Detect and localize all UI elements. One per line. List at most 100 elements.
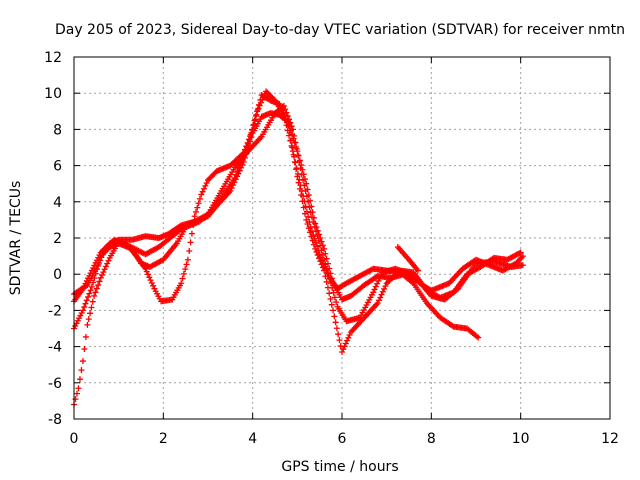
data-point-marker [270, 96, 277, 103]
data-point-marker [105, 257, 112, 264]
data-point-marker [142, 265, 149, 272]
data-point-marker [187, 239, 194, 246]
data-point-marker [333, 325, 340, 332]
data-point-marker [256, 102, 263, 109]
data-point-marker [297, 182, 304, 189]
data-point-marker [288, 142, 295, 149]
data-point-marker [305, 213, 312, 220]
data-point-marker [306, 218, 313, 225]
x-tick-label: 0 [70, 431, 79, 447]
data-point-marker [239, 154, 246, 161]
data-point-marker [242, 147, 249, 154]
data-point-marker [320, 260, 327, 267]
data-point-marker [79, 358, 86, 365]
data-point-marker [318, 238, 325, 245]
data-point-marker [292, 159, 299, 166]
data-point-marker [254, 108, 261, 115]
data-point-marker [88, 283, 95, 290]
data-point-marker [378, 291, 385, 298]
data-point-marker [296, 176, 303, 183]
data-point-marker [309, 228, 316, 235]
data-point-marker [76, 376, 83, 383]
data-point-marker [234, 168, 241, 175]
data-point-marker [97, 274, 104, 281]
x-axis-label: GPS time / hours [281, 459, 398, 475]
data-layer [71, 88, 526, 408]
data-point-marker [182, 266, 189, 273]
data-point-marker [303, 208, 310, 215]
data-point-marker [85, 316, 92, 323]
data-series-3 [71, 92, 524, 408]
data-point-marker [376, 275, 383, 282]
data-point-marker [198, 191, 205, 198]
data-point-marker [291, 132, 298, 139]
data-point-marker [300, 193, 307, 200]
data-point-marker [377, 272, 384, 279]
data-point-marker [75, 385, 82, 392]
data-point-marker [414, 267, 421, 274]
data-point-marker [301, 198, 308, 205]
data-point-marker [333, 299, 340, 306]
data-point-marker [289, 148, 296, 155]
y-tick-label: 0 [53, 267, 62, 283]
data-point-marker [87, 287, 94, 294]
y-tick-label: 4 [53, 195, 62, 211]
data-point-marker [91, 275, 98, 282]
data-point-marker [519, 262, 526, 269]
data-point-marker [81, 304, 88, 311]
data-point-marker [339, 349, 345, 356]
data-point-marker [251, 117, 258, 124]
x-tick-label: 4 [248, 431, 257, 447]
data-point-marker [317, 254, 324, 261]
data-point-marker [179, 275, 186, 282]
data-point-marker [376, 297, 383, 304]
data-point-marker [324, 284, 331, 291]
data-point-marker [183, 261, 190, 268]
data-point-marker [143, 268, 150, 275]
data-point-marker [324, 269, 331, 276]
data-point-marker [280, 102, 287, 109]
y-tick-label: 8 [53, 122, 62, 138]
data-point-marker [328, 301, 335, 308]
data-point-marker [371, 286, 378, 293]
data-point-marker [252, 112, 259, 119]
data-point-marker [203, 179, 210, 186]
data-point-marker [310, 231, 317, 238]
data-point-marker [293, 165, 300, 172]
data-point-marker [79, 307, 86, 314]
data-point-marker [475, 334, 482, 341]
data-point-marker [100, 269, 107, 276]
data-point-marker [102, 263, 109, 270]
data-point-marker [294, 170, 301, 177]
x-tick-label: 10 [512, 431, 530, 447]
data-point-marker [186, 248, 193, 255]
data-point-marker [145, 271, 152, 278]
y-tick-label: 6 [53, 159, 62, 175]
data-point-marker [335, 331, 342, 338]
y-axis-label: SDTVAR / TECUs [8, 181, 24, 296]
data-point-marker [381, 285, 388, 292]
data-point-marker [176, 223, 183, 230]
x-tick-label: 6 [338, 431, 347, 447]
data-point-marker [255, 105, 262, 112]
data-point-marker [341, 343, 348, 350]
data-point-marker [231, 175, 238, 182]
data-point-marker [344, 337, 351, 344]
y-tick-label: 2 [53, 231, 62, 247]
data-point-marker [283, 122, 290, 129]
chart-title: Day 205 of 2023, Sidereal Day-to-day VTE… [55, 22, 625, 38]
data-point-marker [345, 334, 352, 341]
data-point-marker [372, 283, 379, 290]
data-point-marker [316, 251, 323, 258]
data-point-marker [342, 340, 349, 347]
data-point-marker [200, 185, 207, 192]
data-point-marker [180, 270, 187, 277]
y-tick-label: 12 [44, 50, 62, 66]
data-point-marker [88, 304, 95, 311]
data-point-marker [86, 290, 93, 297]
data-point-marker [331, 294, 338, 301]
data-point-marker [237, 161, 244, 168]
data-series-5 [394, 244, 421, 274]
data-point-marker [330, 289, 337, 296]
